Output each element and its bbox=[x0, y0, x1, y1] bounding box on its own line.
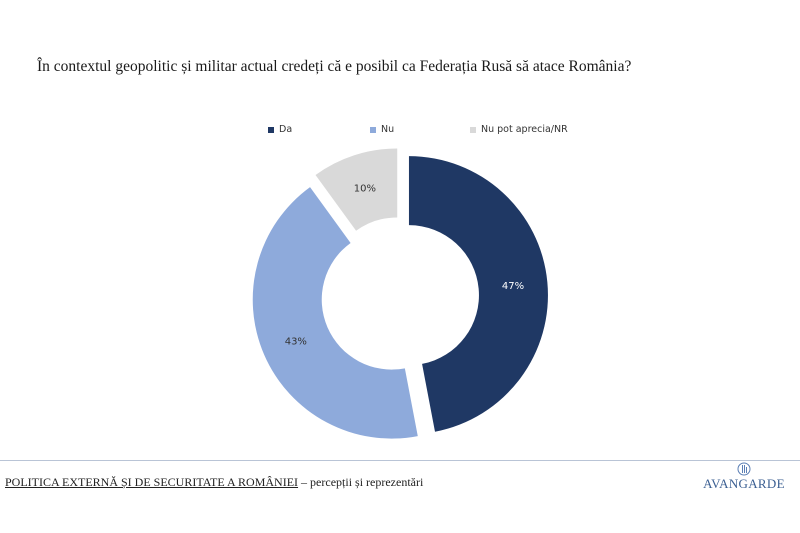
legend-label-nr: Nu pot aprecia/NR bbox=[481, 124, 568, 135]
legend-swatch-nu bbox=[370, 126, 376, 133]
slice-da bbox=[408, 156, 548, 432]
legend-item-nr: Nu pot aprecia/NR bbox=[470, 124, 568, 135]
avangarde-logo: AVANGARDE bbox=[694, 462, 794, 494]
footer-subtitle: – percepții și reprezentări bbox=[298, 475, 424, 489]
footer-title: POLITICA EXTERNĂ ȘI DE SECURITATE A ROMÂ… bbox=[5, 475, 299, 489]
footer: POLITICA EXTERNĂ ȘI DE SECURITATE A ROMÂ… bbox=[5, 475, 423, 490]
footer-divider bbox=[0, 460, 800, 461]
chart-title: În contextul geopolitic și militar actua… bbox=[37, 58, 632, 75]
slice-nu bbox=[252, 187, 418, 439]
slice-nr bbox=[315, 148, 398, 231]
slice-label-nr: 10% bbox=[354, 184, 376, 195]
legend-label-da: Da bbox=[279, 124, 293, 135]
chart-legend: Da Nu Nu pot aprecia/NR bbox=[0, 124, 800, 138]
legend-item-nu: Nu bbox=[370, 124, 394, 135]
logo-text: AVANGARDE bbox=[703, 476, 785, 491]
avangarde-logo-icon bbox=[737, 462, 751, 476]
legend-swatch-nr bbox=[470, 126, 476, 133]
slice-label-da: 47% bbox=[502, 281, 524, 292]
legend-swatch-da bbox=[268, 126, 274, 133]
slice-label-nu: 43% bbox=[285, 337, 307, 348]
legend-item-da: Da bbox=[268, 124, 292, 135]
donut-chart: 47% 43% 10% bbox=[252, 148, 548, 439]
legend-label-nu: Nu bbox=[381, 124, 395, 135]
